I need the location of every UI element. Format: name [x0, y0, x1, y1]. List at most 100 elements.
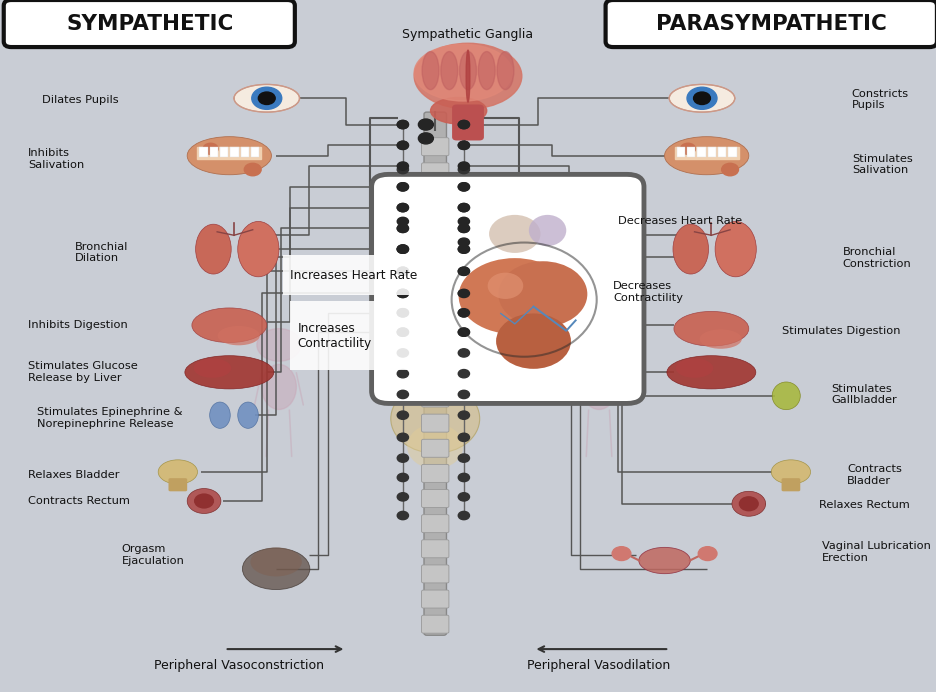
FancyBboxPatch shape	[606, 0, 936, 47]
Circle shape	[459, 328, 470, 336]
Bar	[718, 147, 726, 157]
Circle shape	[397, 224, 408, 233]
Text: Stimulates
Salivation: Stimulates Salivation	[852, 154, 913, 176]
Circle shape	[577, 329, 622, 361]
Ellipse shape	[700, 329, 742, 349]
Text: Contracts Rectum: Contracts Rectum	[28, 496, 130, 506]
Ellipse shape	[488, 273, 523, 299]
Text: Vaginal Lubrication
Erection: Vaginal Lubrication Erection	[822, 541, 930, 563]
Circle shape	[722, 163, 739, 176]
Ellipse shape	[665, 137, 749, 174]
Circle shape	[459, 141, 470, 149]
FancyBboxPatch shape	[168, 478, 187, 491]
Bar	[197, 147, 261, 159]
Bar	[687, 147, 695, 157]
Ellipse shape	[674, 311, 749, 346]
Text: Dilates Pupils: Dilates Pupils	[42, 95, 119, 104]
Circle shape	[397, 289, 408, 298]
Ellipse shape	[415, 43, 522, 109]
Ellipse shape	[460, 52, 476, 89]
Ellipse shape	[666, 356, 756, 389]
FancyBboxPatch shape	[782, 478, 800, 491]
Bar	[677, 147, 685, 157]
Circle shape	[397, 454, 408, 462]
Ellipse shape	[441, 52, 458, 89]
FancyBboxPatch shape	[421, 364, 449, 382]
FancyBboxPatch shape	[4, 0, 295, 47]
Ellipse shape	[715, 221, 756, 277]
Bar	[210, 147, 218, 157]
Bar	[697, 147, 706, 157]
Circle shape	[459, 454, 470, 462]
Circle shape	[397, 245, 408, 253]
Circle shape	[397, 433, 408, 441]
Circle shape	[459, 203, 470, 212]
Circle shape	[397, 309, 408, 317]
Circle shape	[459, 203, 470, 212]
Text: Bronchial
Constriction: Bronchial Constriction	[842, 247, 911, 269]
Bar	[251, 147, 259, 157]
Text: Orgasm
Ejaculation: Orgasm Ejaculation	[122, 544, 184, 566]
Ellipse shape	[407, 424, 463, 469]
Circle shape	[680, 143, 695, 154]
FancyBboxPatch shape	[421, 615, 449, 633]
Circle shape	[418, 133, 433, 144]
FancyBboxPatch shape	[421, 414, 449, 432]
FancyBboxPatch shape	[372, 174, 644, 403]
Text: Increases Heart Rate: Increases Heart Rate	[290, 269, 417, 282]
Circle shape	[397, 349, 408, 357]
FancyBboxPatch shape	[421, 464, 449, 482]
Ellipse shape	[490, 215, 541, 253]
Text: Bronchial
Dilation: Bronchial Dilation	[75, 242, 128, 264]
Circle shape	[459, 183, 470, 191]
Text: Inhibits Digestion: Inhibits Digestion	[28, 320, 128, 330]
Circle shape	[397, 370, 408, 378]
Ellipse shape	[185, 356, 273, 389]
Circle shape	[459, 245, 470, 253]
Ellipse shape	[673, 224, 709, 274]
Circle shape	[694, 92, 710, 104]
Ellipse shape	[499, 262, 588, 327]
Ellipse shape	[415, 44, 513, 101]
Circle shape	[459, 511, 470, 520]
FancyBboxPatch shape	[421, 489, 449, 507]
Circle shape	[687, 87, 717, 109]
FancyBboxPatch shape	[421, 188, 449, 206]
Circle shape	[698, 547, 717, 561]
Ellipse shape	[194, 358, 231, 378]
Text: Stimulates Digestion: Stimulates Digestion	[782, 326, 900, 336]
Circle shape	[397, 289, 408, 298]
Ellipse shape	[669, 84, 735, 112]
Circle shape	[187, 489, 221, 513]
Ellipse shape	[196, 224, 231, 274]
Circle shape	[459, 267, 470, 275]
Text: Decreases Heart Rate: Decreases Heart Rate	[618, 217, 742, 226]
Circle shape	[397, 473, 408, 482]
Circle shape	[397, 267, 408, 275]
Ellipse shape	[638, 547, 691, 574]
Text: Inhibits
Salivation: Inhibits Salivation	[28, 148, 84, 170]
Ellipse shape	[238, 221, 279, 277]
Bar	[708, 147, 716, 157]
Circle shape	[459, 162, 470, 170]
Circle shape	[397, 120, 408, 129]
FancyBboxPatch shape	[283, 255, 443, 295]
Text: Relaxes Rectum: Relaxes Rectum	[819, 500, 910, 510]
Ellipse shape	[529, 215, 566, 246]
Text: Peripheral Vasoconstriction: Peripheral Vasoconstriction	[154, 659, 324, 672]
Ellipse shape	[238, 402, 258, 428]
FancyBboxPatch shape	[421, 238, 449, 256]
Ellipse shape	[496, 313, 571, 369]
Text: Sympathetic Ganglia: Sympathetic Ganglia	[402, 28, 534, 41]
Ellipse shape	[192, 308, 267, 343]
Circle shape	[459, 267, 470, 275]
Circle shape	[397, 245, 408, 253]
FancyBboxPatch shape	[421, 439, 449, 457]
Circle shape	[418, 119, 433, 130]
Bar	[241, 147, 249, 157]
Ellipse shape	[772, 382, 800, 410]
FancyBboxPatch shape	[421, 289, 449, 307]
Circle shape	[397, 267, 408, 275]
FancyBboxPatch shape	[421, 590, 449, 608]
Circle shape	[244, 163, 261, 176]
